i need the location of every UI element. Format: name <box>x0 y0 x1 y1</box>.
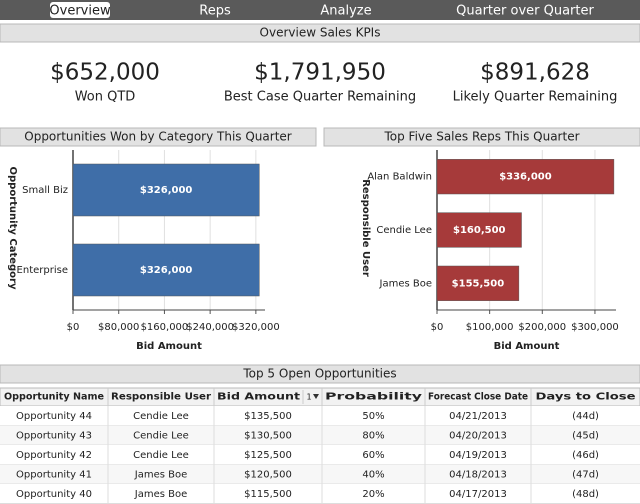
nav-tab[interactable]: Quarter over Quarter <box>456 4 594 19</box>
table-title: Top 5 Open Opportunities <box>242 367 396 381</box>
table-cell: (48d) <box>572 489 599 500</box>
table-cell: $120,500 <box>244 469 292 480</box>
table-cell: $130,500 <box>244 430 292 441</box>
section-title: Overview Sales KPIs <box>260 26 381 40</box>
table-cell: (44d) <box>572 411 599 422</box>
bar <box>72 243 260 297</box>
table-cell: 60% <box>362 450 384 461</box>
category-label: Cendie Lee <box>376 225 432 236</box>
chart-title: Opportunities Won by Category This Quart… <box>24 130 292 144</box>
column-header[interactable]: Forecast Close Date <box>428 392 528 403</box>
table-cell: Opportunity 44 <box>16 411 92 422</box>
nav-bar <box>0 0 640 20</box>
section-header <box>0 364 640 384</box>
chart-header <box>0 127 317 147</box>
table-cell: Opportunity 42 <box>16 450 92 461</box>
table-cell: (47d) <box>572 469 599 480</box>
table-cell: (46d) <box>572 450 599 461</box>
y-axis-title: Responsible User <box>360 179 371 277</box>
sort-rank[interactable]: 1 <box>306 393 311 402</box>
active-tab <box>50 2 110 18</box>
nav-tab[interactable]: Reps <box>199 4 231 19</box>
bar <box>436 265 520 301</box>
table-cell: 20% <box>362 489 384 500</box>
table-cell: Cendie Lee <box>133 450 189 461</box>
value-label: $326,000 <box>140 185 193 196</box>
x-tick-label: $200,000 <box>518 322 566 333</box>
table-row <box>0 464 640 484</box>
table-cell: 40% <box>362 469 384 480</box>
x-tick-label: $240,000 <box>186 322 234 333</box>
table-cell: (45d) <box>572 430 599 441</box>
category-label: Enterprise <box>17 265 68 276</box>
table-cell: 50% <box>362 411 384 422</box>
table-cell: 04/17/2013 <box>449 489 507 500</box>
x-tick-label: $300,000 <box>571 322 619 333</box>
table-cell: 80% <box>362 430 384 441</box>
value-label: $160,500 <box>453 225 506 236</box>
kpi-label: Best Case Quarter Remaining <box>224 90 416 105</box>
kpi-label: Won QTD <box>75 90 136 105</box>
bar <box>72 163 260 217</box>
table-row <box>0 445 640 465</box>
table-cell: 04/21/2013 <box>449 411 507 422</box>
kpi-value: $1,791,950 <box>254 60 386 86</box>
bar <box>436 212 522 248</box>
value-label: $326,000 <box>140 265 193 276</box>
table-cell: James Boe <box>134 469 188 480</box>
value-label: $336,000 <box>499 172 552 183</box>
x-tick-label: $100,000 <box>466 322 514 333</box>
nav-tab[interactable]: Overview <box>49 4 111 19</box>
nav-tab[interactable]: Analyze <box>320 4 371 19</box>
table-row <box>0 484 640 504</box>
category-label: Small Biz <box>22 185 68 196</box>
x-tick-label: $0 <box>67 322 80 333</box>
table-cell: $135,500 <box>244 411 292 422</box>
table-cell: 04/20/2013 <box>449 430 507 441</box>
table-cell: 04/19/2013 <box>449 450 507 461</box>
x-tick-label: $80,000 <box>98 322 139 333</box>
section-header <box>0 23 640 43</box>
column-header[interactable]: Bid Amount <box>217 392 301 403</box>
table-row <box>0 406 640 426</box>
kpi-value: $891,628 <box>480 60 590 86</box>
table-cell: Opportunity 43 <box>16 430 92 441</box>
chart-header <box>323 127 640 147</box>
chart-title: Top Five Sales Reps This Quarter <box>383 130 579 144</box>
table-cell: Opportunity 41 <box>16 469 92 480</box>
bar <box>436 159 615 195</box>
column-header[interactable]: Responsible User <box>111 392 211 403</box>
table-cell: $125,500 <box>244 450 292 461</box>
table-cell: Cendie Lee <box>133 411 189 422</box>
column-header[interactable]: Opportunity Name <box>4 392 104 403</box>
category-label: Alan Baldwin <box>367 172 432 183</box>
table-row <box>0 425 640 445</box>
x-tick-label: $160,000 <box>141 322 189 333</box>
table-cell: James Boe <box>134 489 188 500</box>
table-cell: Cendie Lee <box>133 430 189 441</box>
table-cell: $115,500 <box>244 489 292 500</box>
value-label: $155,500 <box>452 278 505 289</box>
x-axis-title: Bid Amount <box>494 341 560 352</box>
sort-arrow[interactable] <box>313 394 319 399</box>
x-tick-label: $320,000 <box>232 322 280 333</box>
table-cell: 04/18/2013 <box>449 469 507 480</box>
x-axis-title: Bid Amount <box>136 341 202 352</box>
kpi-label: Likely Quarter Remaining <box>453 90 618 105</box>
x-tick-label: $0 <box>431 322 444 333</box>
column-header[interactable]: Days to Close <box>536 392 636 403</box>
column-header[interactable]: Probability <box>325 392 423 403</box>
kpi-value: $652,000 <box>50 60 160 86</box>
table-cell: Opportunity 40 <box>16 489 92 500</box>
y-axis-title: Opportunity Category <box>7 167 18 290</box>
category-label: James Boe <box>379 278 433 289</box>
